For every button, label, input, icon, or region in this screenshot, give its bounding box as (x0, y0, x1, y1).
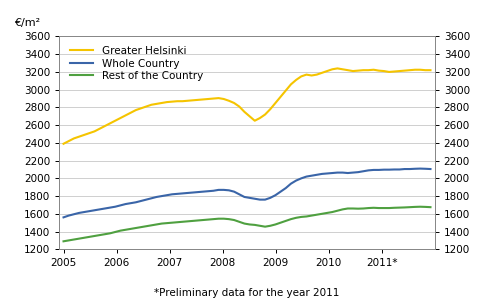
Whole Country (309, 174, 315, 178)
Whole Country (61, 216, 67, 219)
Greater Helsinki (427, 68, 433, 72)
Line: Greater Helsinki: Greater Helsinki (64, 68, 430, 144)
Line: Whole Country: Whole Country (64, 169, 430, 217)
Rest of the Country (417, 205, 423, 209)
Greater Helsinki (293, 78, 299, 82)
Whole Country (417, 167, 423, 171)
Rest of the Country (112, 230, 118, 234)
Whole Country (293, 179, 299, 182)
Rest of the Country (309, 214, 315, 217)
Rest of the Country (427, 205, 433, 209)
Rest of the Country (148, 223, 154, 227)
Greater Helsinki (185, 99, 191, 102)
Text: €/m²: €/m² (14, 18, 41, 28)
Rest of the Country (267, 224, 273, 228)
Greater Helsinki (112, 119, 118, 123)
Line: Rest of the Country: Rest of the Country (64, 207, 430, 241)
Greater Helsinki (148, 103, 154, 107)
Greater Helsinki (334, 67, 340, 70)
Rest of the Country (293, 216, 299, 219)
Rest of the Country (185, 219, 191, 223)
Greater Helsinki (61, 142, 67, 146)
Legend: Greater Helsinki, Whole Country, Rest of the Country: Greater Helsinki, Whole Country, Rest of… (68, 44, 205, 83)
Whole Country (267, 196, 273, 200)
Whole Country (427, 167, 433, 171)
Whole Country (185, 191, 191, 195)
Whole Country (148, 196, 154, 200)
Greater Helsinki (267, 107, 273, 111)
Rest of the Country (61, 240, 67, 243)
Greater Helsinki (309, 74, 315, 77)
Whole Country (112, 205, 118, 209)
Text: *Preliminary data for the year 2011: *Preliminary data for the year 2011 (154, 288, 340, 298)
